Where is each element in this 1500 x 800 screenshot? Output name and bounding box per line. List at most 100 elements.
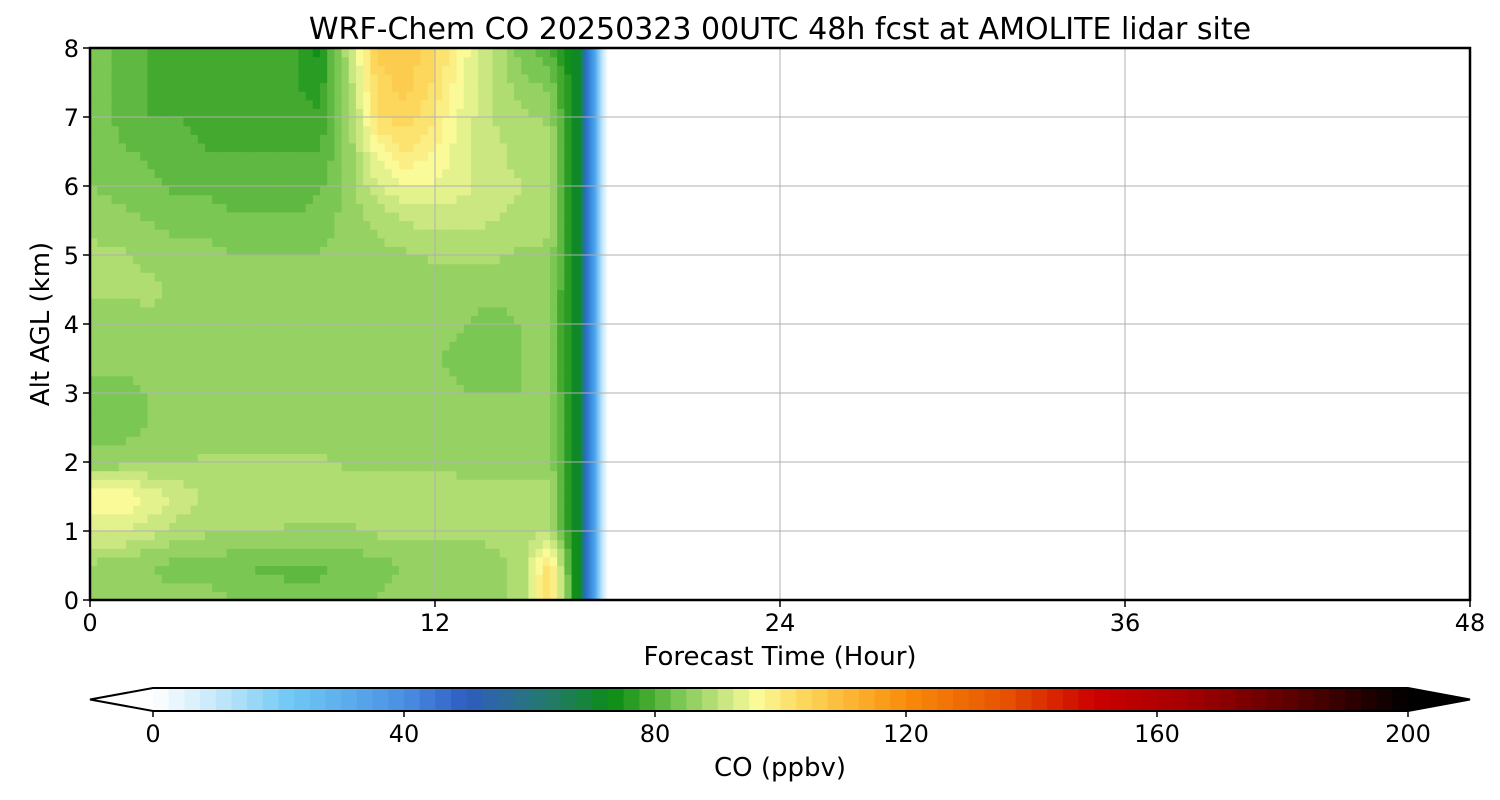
heatmap-cell [97,462,105,472]
heatmap-cell [305,194,314,204]
heatmap-cell [463,531,472,541]
heatmap-cell [284,565,292,575]
heatmap-cell [492,151,501,161]
heatmap-cell [118,418,127,429]
heatmap-cell [248,444,256,454]
heatmap-cell [571,591,580,600]
heatmap-cell [276,384,285,394]
heatmap-cell [399,582,407,592]
heatmap-cell [370,479,379,489]
heatmap-cell [341,565,350,575]
heatmap-cell [154,349,163,360]
heatmap-cell [427,65,436,75]
heatmap-cell [255,513,264,523]
heatmap-cell [111,513,120,523]
colorbar-swatch [498,688,515,711]
heatmap-cell [377,487,386,498]
heatmap-cell [420,496,429,506]
heatmap-cell [161,203,170,213]
heatmap-cell [571,91,580,101]
heatmap-cell [169,151,177,161]
heatmap-cell [169,177,177,187]
heatmap-cell [521,134,530,144]
heatmap-cell [506,479,515,489]
heatmap-cell [334,91,343,101]
heatmap-cell [190,134,199,144]
heatmap-cell [485,194,494,204]
heatmap-cell [118,315,127,325]
heatmap-cell [391,117,400,127]
heatmap-cell [449,211,458,222]
heatmap-cell [355,280,364,291]
heatmap-cell [305,332,314,342]
heatmap-cell [111,384,120,394]
heatmap-cell [161,444,170,454]
heatmap-cell [140,289,149,299]
heatmap-cell [97,393,105,403]
heatmap-cell [248,160,256,170]
heatmap-cell [399,444,407,454]
heatmap-cell [140,522,149,532]
heatmap-cell [291,73,300,84]
heatmap-cell [514,280,522,291]
heatmap-cell [197,513,206,523]
heatmap-cell [413,211,422,222]
heatmap-cell [118,298,127,308]
heatmap-cell [169,298,177,308]
heatmap-cell [449,177,458,187]
heatmap-cell [399,263,407,273]
heatmap-cell [90,134,98,144]
heatmap-cell [262,479,271,489]
heatmap-cell [111,177,120,187]
heatmap-cell [363,186,371,196]
heatmap-cell [97,513,105,523]
heatmap-cell [334,427,343,437]
heatmap-cell [320,574,328,584]
heatmap-cell [550,91,558,101]
heatmap-cell [205,453,213,463]
heatmap-cell [470,522,479,532]
heatmap-cell [470,531,479,541]
heatmap-cell [97,306,105,316]
heatmap-cell [499,229,508,239]
heatmap-cell [248,56,256,66]
heatmap-cell [312,513,321,523]
heatmap-cell [535,582,544,592]
heatmap-cell [147,574,156,584]
heatmap-cell [377,168,386,178]
heatmap-cell [478,453,486,463]
heatmap-cell [248,211,256,222]
heatmap-cell [370,117,379,127]
heatmap-cell [420,237,429,247]
heatmap-cell [535,349,544,360]
heatmap-cell [399,142,407,153]
heatmap-cell [406,410,415,420]
heatmap-cell [312,539,321,549]
heatmap-cell [557,117,565,127]
heatmap-cell [564,229,573,239]
heatmap-cell [97,556,105,567]
heatmap-cell [219,487,228,498]
heatmap-cell [240,160,249,170]
heatmap-cell [377,306,386,316]
heatmap-cell [97,56,105,66]
heatmap-cell [291,401,300,411]
heatmap-cell [334,349,343,360]
heatmap-cell [550,367,558,377]
heatmap-cell [90,263,98,273]
heatmap-cell [197,289,206,299]
heatmap-cell [406,401,415,411]
heatmap-cell [90,65,98,75]
heatmap-cell [341,56,350,66]
heatmap-cell [125,375,134,385]
heatmap-cell [190,280,199,291]
heatmap-cell [154,324,163,334]
heatmap-cell [571,453,580,463]
heatmap-cell [391,298,400,308]
heatmap-cell [341,99,350,109]
heatmap-cell [233,82,242,92]
heatmap-cell [463,349,472,360]
heatmap-cell [190,73,199,84]
heatmap-cell [449,444,458,454]
heatmap-cell [262,194,271,204]
